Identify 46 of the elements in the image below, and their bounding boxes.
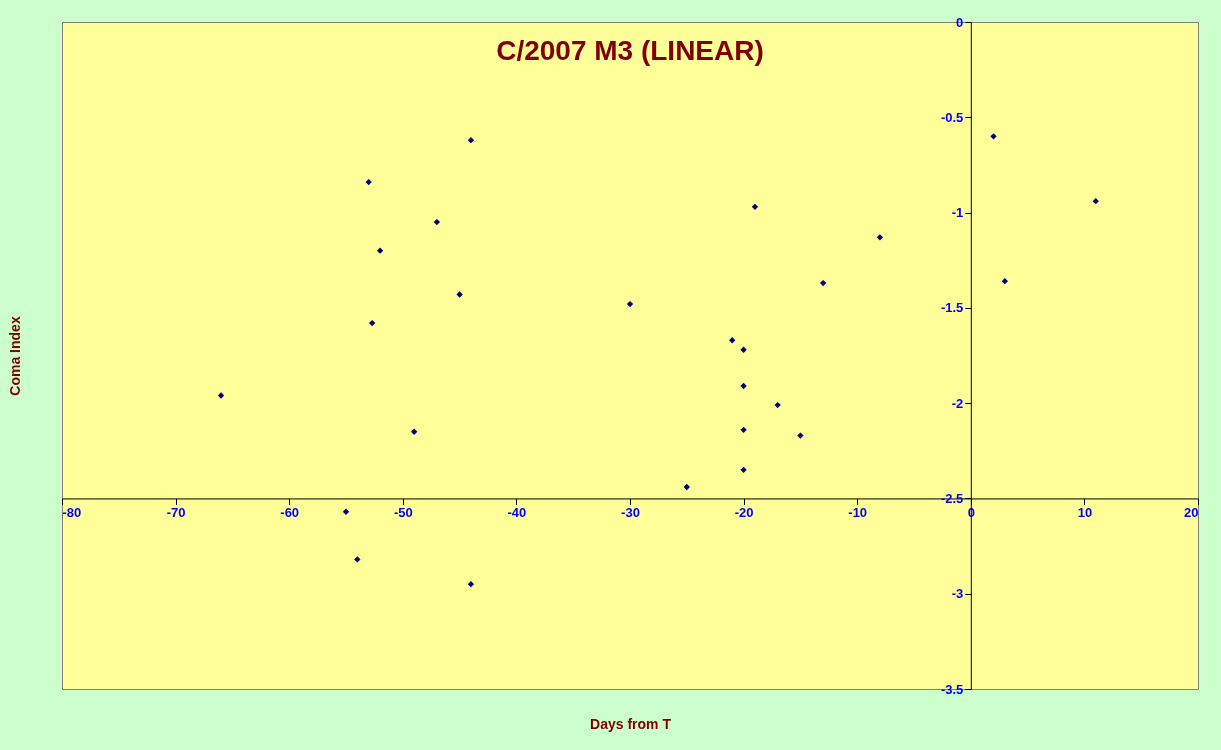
y-tick-label: -3.5: [940, 681, 964, 697]
point: [740, 382, 747, 390]
y-tick-label: -1.5: [940, 300, 964, 316]
point: [774, 401, 781, 409]
y-tick-label: -1: [951, 205, 964, 221]
x-axis-title: Days from T: [590, 715, 672, 732]
y-tick-label: -0.5: [940, 109, 964, 125]
point: [740, 346, 747, 353]
x-tick-label: -70: [166, 504, 186, 520]
point: [217, 392, 225, 399]
x-tick-label: -40: [507, 504, 527, 520]
point: [683, 483, 690, 491]
point: [354, 556, 361, 563]
point: [467, 136, 475, 144]
chart-title: C/2007 M3 (LINEAR): [496, 35, 764, 66]
x-tick-label: 20: [1184, 504, 1199, 520]
point: [456, 291, 463, 298]
x-tick-label: 10: [1077, 504, 1093, 520]
y-tick-label: -3: [951, 586, 964, 602]
point: [729, 337, 736, 344]
point: [626, 300, 634, 308]
point: [411, 428, 418, 435]
y-tick-label: -2: [951, 395, 964, 411]
point: [365, 178, 372, 186]
point: [751, 203, 759, 211]
x-tick-label: -50: [393, 504, 413, 520]
x-tick-label: -10: [848, 504, 868, 520]
point: [1001, 278, 1009, 285]
point: [1092, 197, 1099, 205]
point: [376, 247, 384, 254]
point: [990, 133, 997, 140]
x-tick-label: -30: [621, 504, 640, 520]
point: [797, 432, 804, 439]
y-tick-label: 0: [956, 14, 964, 30]
point: [740, 426, 747, 433]
point: [368, 319, 376, 327]
y-axis-title: Coma Index: [6, 316, 23, 396]
point: [740, 466, 747, 473]
point: [819, 279, 827, 287]
point: [467, 581, 475, 588]
point: [433, 218, 441, 226]
x-tick-label: -20: [734, 504, 754, 520]
point: [876, 234, 884, 241]
point: [342, 508, 350, 515]
x-tick-label: -60: [280, 504, 300, 520]
x-tick-label: -80: [62, 504, 82, 520]
